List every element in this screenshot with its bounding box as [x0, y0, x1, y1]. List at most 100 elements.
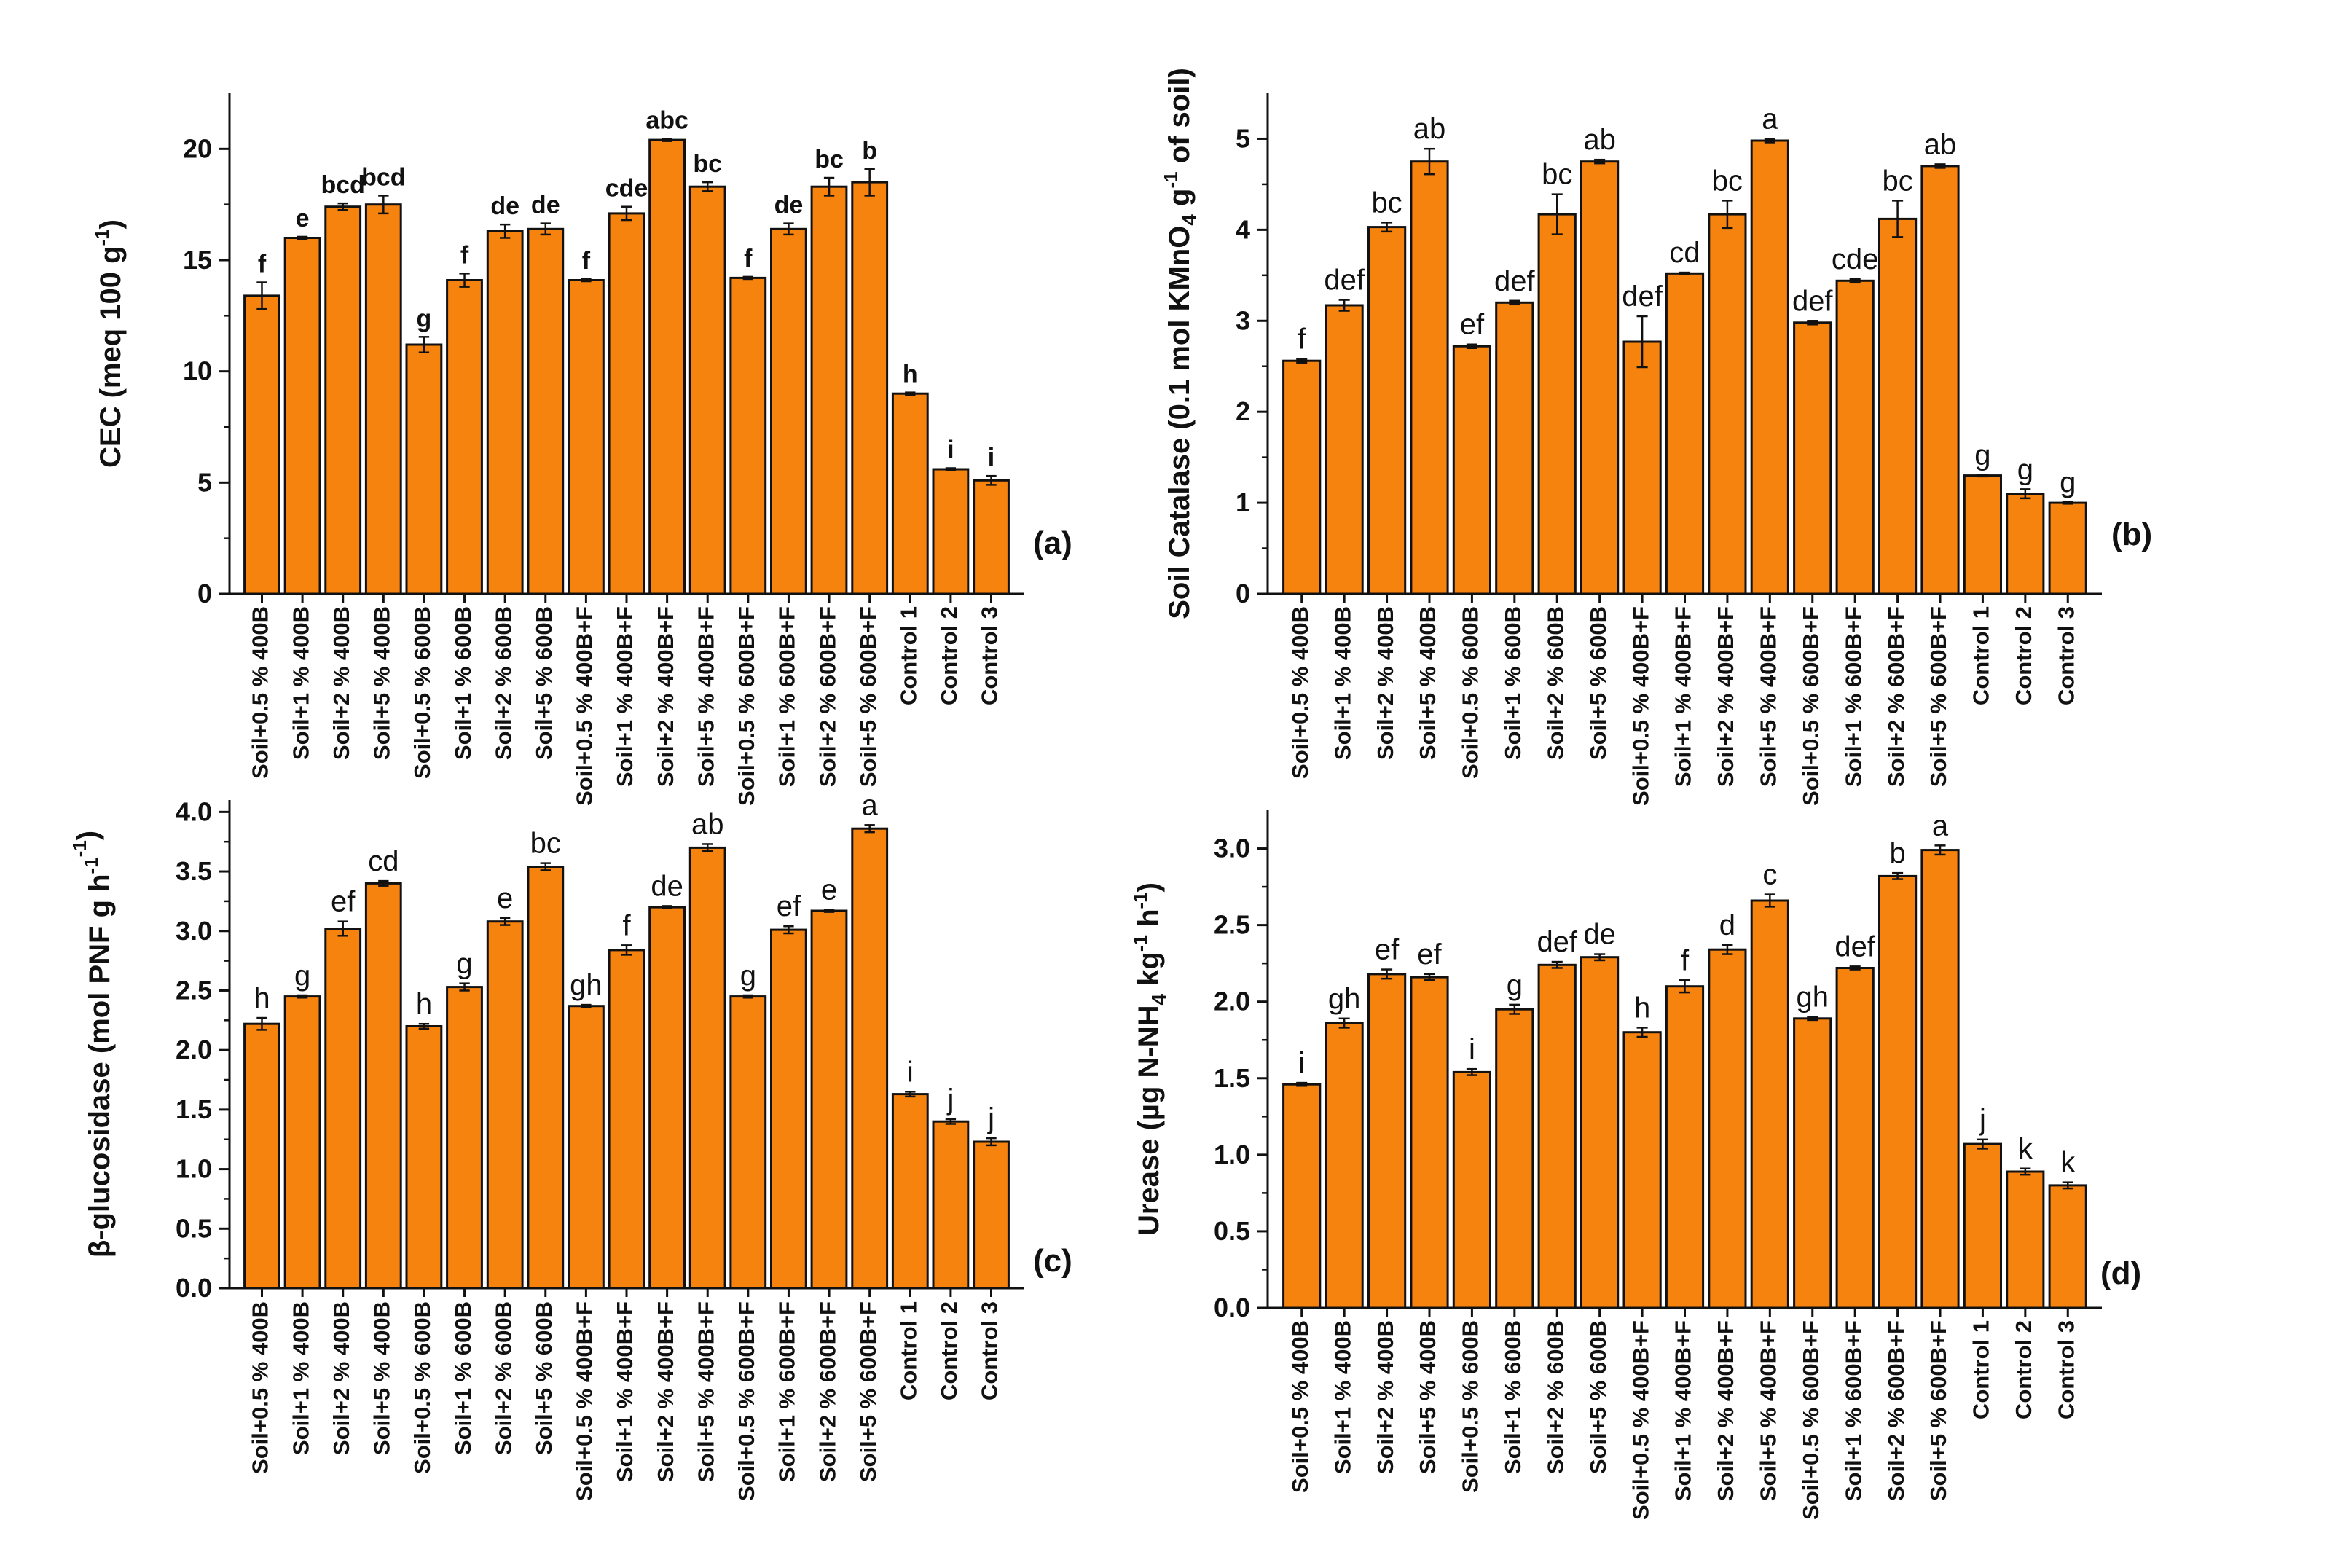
error-bar-c-10: [662, 905, 672, 909]
y-tick-label-d-4: 2.0: [1214, 987, 1250, 1016]
significance-label-d-12: gh: [1797, 981, 1829, 1014]
bar-c-6: [486, 920, 524, 1290]
y-axis-title-text-mid: kg: [1133, 952, 1165, 994]
y-tick-label-b-1: 1: [1236, 487, 1250, 517]
significance-label-d-0: i: [1298, 1047, 1305, 1079]
error-bar-c-5: [459, 982, 470, 992]
y-axis-title-d: Urease (µg N-NH4 kg-1 h-1): [1129, 882, 1170, 1236]
significance-label-c-2: ef: [331, 886, 356, 918]
error-bar-a-5: [459, 273, 470, 288]
bar-b-2: [1367, 226, 1407, 595]
bar-a-11: [688, 185, 726, 595]
bar-c-12: [729, 995, 767, 1290]
category-label-c-4: Soil+0.5 % 600B: [409, 1301, 435, 1474]
panel-b-catalase-chart: f Soil+0.5 % 400B def Soil+1 % 400B bc Soil+2…: [1160, 68, 2152, 806]
bar-a-4: [405, 343, 443, 595]
category-label-a-10: Soil+2 % 400B+F: [653, 606, 678, 787]
significance-label-b-4: ef: [1460, 309, 1485, 341]
bar-a-16: [891, 392, 929, 595]
bar-d-6: [1537, 963, 1577, 1309]
y-tick-label-a-0: 0: [197, 579, 212, 608]
error-bar-b-12: [1807, 320, 1818, 326]
significance-label-b-7: ab: [1583, 124, 1616, 156]
significance-label-c-6: e: [497, 882, 513, 914]
bar-c-18: [973, 1140, 1010, 1290]
bar-a-14: [810, 185, 848, 595]
bar-c-7: [527, 866, 565, 1290]
error-bar-a-17: [945, 467, 957, 471]
significance-label-c-3: cd: [368, 845, 399, 877]
bar-a-1: [283, 237, 321, 595]
error-bar-d-18: [2062, 1181, 2073, 1190]
significance-label-c-0: h: [254, 982, 270, 1014]
bar-c-4: [405, 1025, 443, 1290]
category-label-b-10: Soil+2 % 400B+F: [1713, 606, 1738, 787]
significance-label-c-16: i: [907, 1056, 914, 1088]
bar-d-15: [1920, 849, 1960, 1309]
category-label-d-11: Soil+5 % 400B+F: [1755, 1320, 1781, 1501]
significance-label-b-12: def: [1792, 285, 1833, 317]
bar-c-9: [608, 949, 645, 1290]
category-label-b-2: Soil+2 % 400B: [1373, 606, 1398, 760]
category-label-c-14: Soil+2 % 600B+F: [815, 1301, 840, 1482]
panel-label-b: (b): [2111, 517, 2152, 552]
category-label-b-1: Soil+1 % 400B: [1330, 606, 1355, 760]
category-label-d-17: Control 2: [2011, 1320, 2036, 1419]
category-label-a-4: Soil+0.5 % 600B: [409, 606, 435, 779]
category-label-b-12: Soil+0.5 % 600B+F: [1798, 606, 1824, 806]
error-bar-a-0: [256, 281, 267, 310]
category-label-b-3: Soil+5 % 400B: [1415, 606, 1440, 760]
error-bar-b-17: [2020, 488, 2031, 500]
bar-a-13: [770, 227, 807, 595]
category-label-c-2: Soil+2 % 400B: [329, 1301, 354, 1455]
y-tick-label-c-7: 3.5: [176, 856, 212, 886]
significance-label-a-9: cde: [605, 175, 648, 203]
significance-label-b-3: ab: [1413, 113, 1446, 145]
significance-label-b-11: a: [1762, 103, 1778, 136]
y-axis-title-text-end: ): [1133, 882, 1165, 892]
significance-label-b-0: f: [1298, 324, 1306, 356]
error-bar-d-17: [2020, 1167, 2031, 1176]
category-label-a-0: Soil+0.5 % 400B: [248, 606, 273, 779]
error-bar-c-7: [540, 862, 551, 871]
category-label-b-15: Soil+5 % 600B+F: [1926, 606, 1951, 787]
bar-c-14: [810, 909, 848, 1290]
category-label-c-7: Soil+5 % 600B: [531, 1301, 557, 1455]
category-label-a-3: Soil+5 % 400B: [369, 606, 394, 760]
error-bar-b-2: [1381, 222, 1393, 233]
category-label-b-7: Soil+5 % 600B: [1585, 606, 1611, 760]
error-bar-b-18: [2062, 501, 2073, 505]
significance-label-b-9: cd: [1669, 237, 1700, 269]
significance-label-c-14: e: [821, 874, 837, 906]
category-label-c-8: Soil+0.5 % 400B+F: [572, 1301, 597, 1501]
bar-b-3: [1410, 160, 1449, 595]
significance-label-d-18: k: [2060, 1147, 2076, 1179]
error-bar-d-9: [1679, 979, 1691, 994]
bar-c-11: [688, 846, 726, 1290]
bar-d-0: [1282, 1083, 1322, 1309]
error-bar-b-16: [1977, 474, 1988, 478]
category-label-a-6: Soil+2 % 600B: [490, 606, 516, 760]
category-label-b-0: Soil+0.5 % 400B: [1287, 606, 1313, 779]
y-tick-label-c-5: 2.5: [176, 975, 212, 1005]
significance-label-a-4: g: [417, 305, 432, 332]
significance-label-a-8: f: [582, 247, 591, 275]
category-label-d-6: Soil+2 % 600B: [1542, 1320, 1568, 1474]
category-label-d-3: Soil+5 % 400B: [1415, 1320, 1440, 1474]
significance-label-c-18: j: [987, 1102, 994, 1134]
significance-label-a-1: e: [296, 205, 310, 232]
y-tick-label-a-3: 15: [183, 245, 212, 275]
significance-label-c-15: a: [862, 789, 879, 821]
bar-d-12: [1793, 1017, 1832, 1309]
category-label-a-17: Control 2: [936, 606, 962, 705]
category-label-d-4: Soil+0.5 % 600B: [1458, 1320, 1483, 1493]
category-label-c-17: Control 2: [936, 1301, 962, 1400]
significance-label-a-17: i: [947, 436, 954, 464]
category-label-c-1: Soil+1 % 400B: [288, 1301, 313, 1455]
error-bar-c-9: [621, 944, 632, 956]
category-label-a-11: Soil+5 % 400B+F: [693, 606, 718, 787]
error-bar-a-14: [823, 176, 835, 197]
significance-label-d-9: f: [1681, 944, 1690, 976]
significance-label-d-7: de: [1583, 919, 1616, 951]
